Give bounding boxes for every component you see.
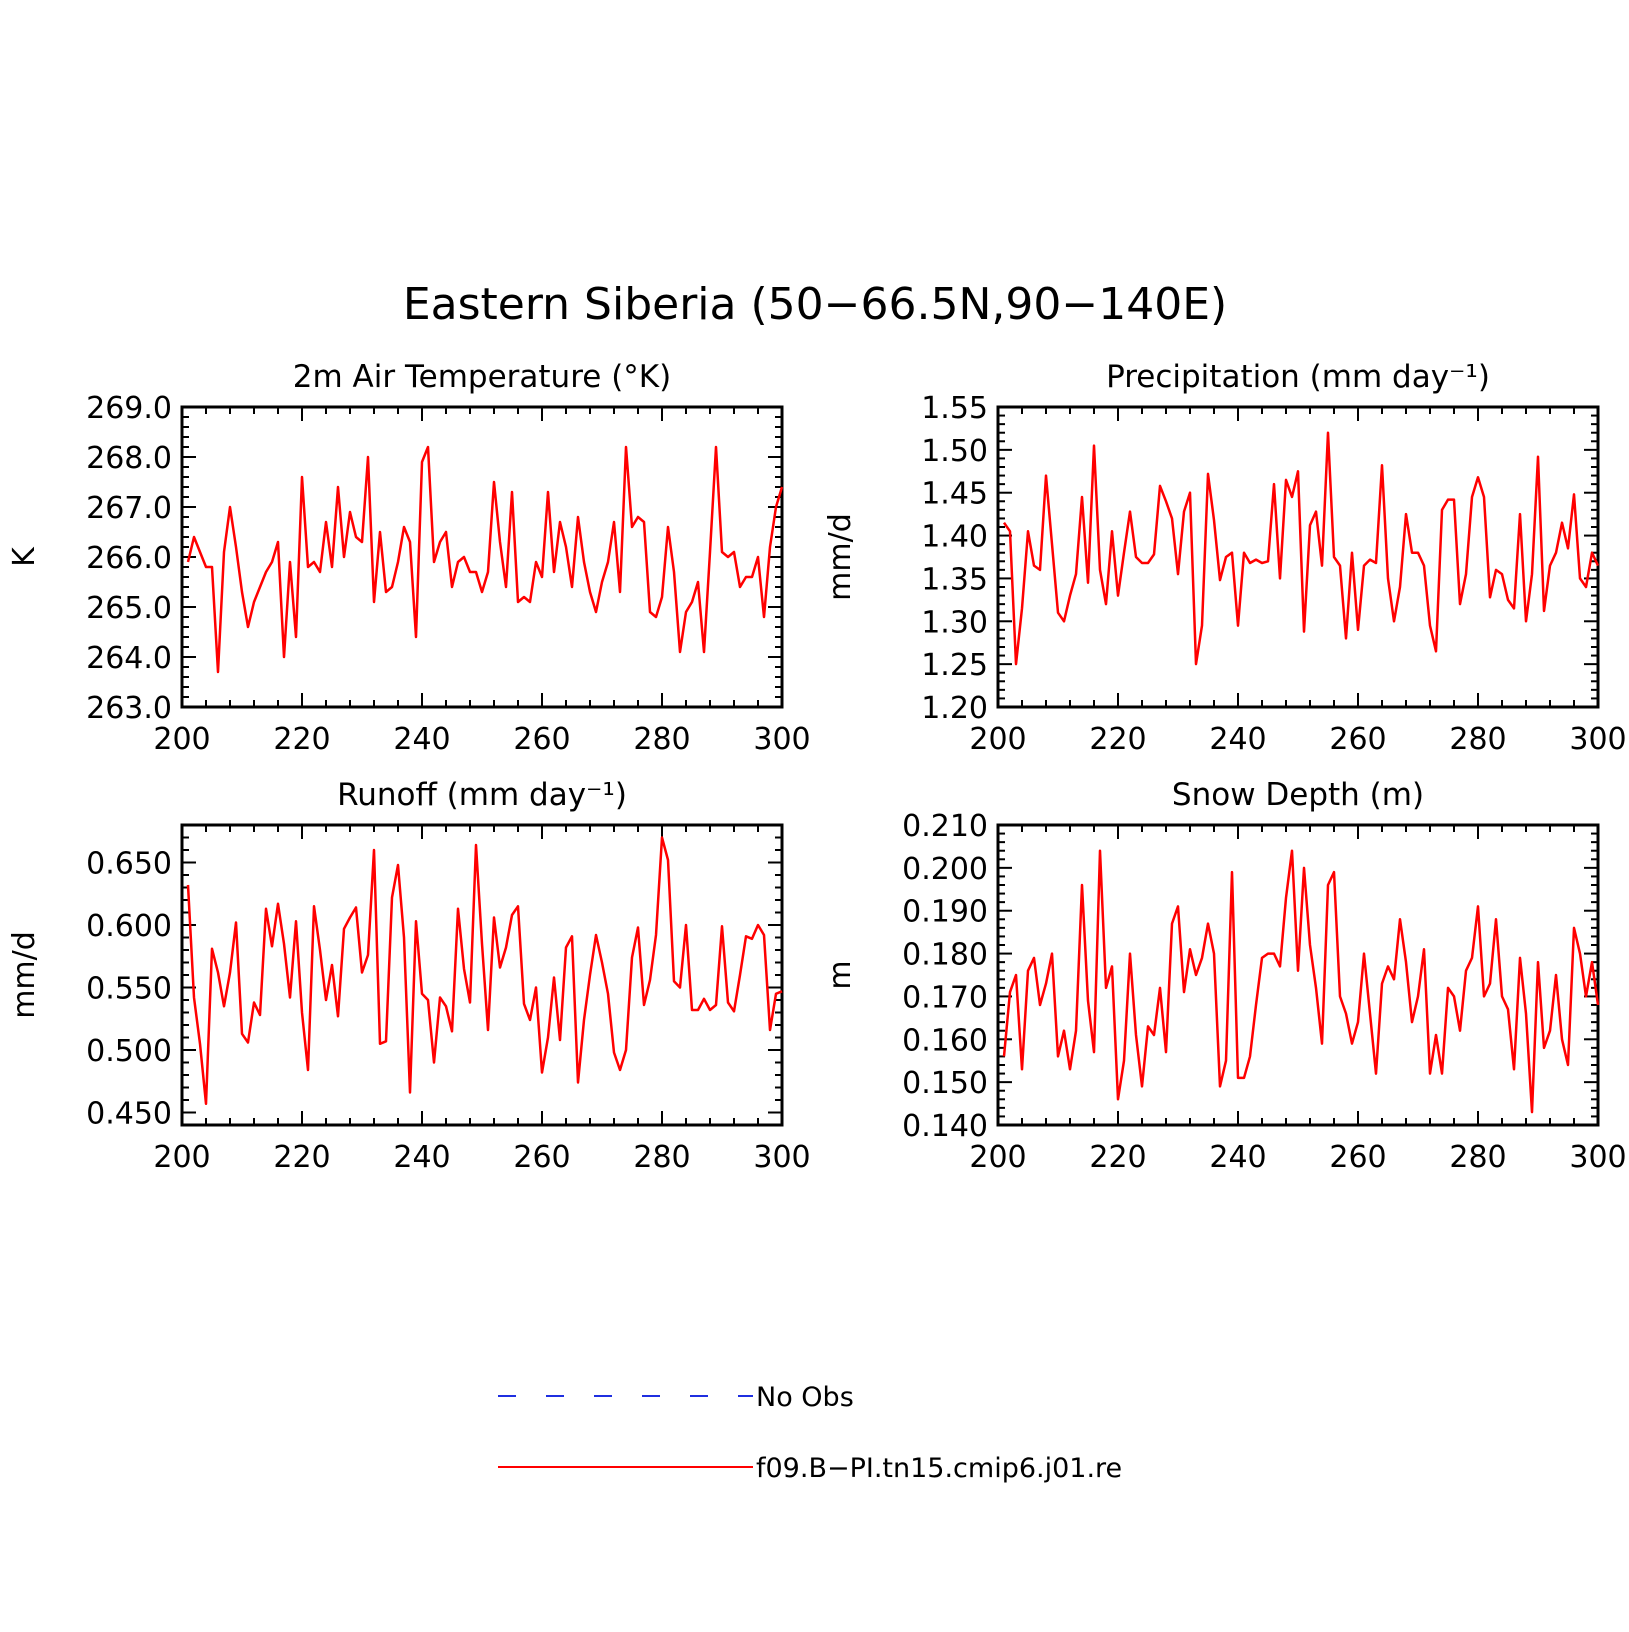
panel-4-ylabel: m — [823, 960, 858, 989]
panel-4-ytick-label: 0.190 — [902, 895, 988, 930]
panel-4-ytick-label: 0.160 — [902, 1023, 988, 1058]
panel-2-ytick-label: 1.50 — [921, 434, 988, 469]
panel-2-xtick-label: 300 — [1569, 722, 1626, 757]
panel-2-ytick-label: 1.30 — [921, 605, 988, 640]
panel-2-frame — [996, 405, 1600, 709]
panel-3-ytick-label: 0.650 — [86, 847, 172, 882]
panel-2-xtick-label: 260 — [1329, 722, 1386, 757]
panel-3-ytick-label: 0.450 — [86, 1097, 172, 1132]
panel-1-xtick-label: 280 — [633, 722, 690, 757]
panel-3-ytick-label: 0.550 — [86, 972, 172, 1007]
panel-4-xtick-label: 280 — [1449, 1140, 1506, 1175]
panel-3-ylabel: mm/d — [7, 931, 42, 1019]
panel-1-ytick-label: 264.0 — [86, 641, 172, 676]
panel-2-title: Precipitation (mm day⁻¹) — [1106, 359, 1490, 395]
panel-4-ytick-label: 0.140 — [902, 1109, 988, 1144]
panel-2-ytick-label: 1.40 — [921, 520, 988, 555]
panel-2-series-f09-b-pi-tn15-cmip6-j01-re — [1002, 431, 1600, 666]
panel-1-xtick-label: 200 — [153, 722, 210, 757]
panel-1-xtick-label: 240 — [393, 722, 450, 757]
panel-3-xtick-label: 220 — [273, 1140, 330, 1175]
panel-4-ytick-label: 0.210 — [902, 809, 988, 844]
panel-4-xtick-label: 260 — [1329, 1140, 1386, 1175]
panel-2-ytick-label: 1.20 — [921, 691, 988, 726]
panel-3-xtick-label: 260 — [513, 1140, 570, 1175]
panel-1-ytick-label: 265.0 — [86, 591, 172, 626]
panel-4-xtick-label: 220 — [1089, 1140, 1146, 1175]
panel-2-xtick-label: 280 — [1449, 722, 1506, 757]
legend-label-no-obs: No Obs — [756, 1382, 854, 1413]
panel-2-ytick-label: 1.55 — [921, 391, 988, 426]
panels-group: 2m Air Temperature (°K) 200 220 240 260 280 30… — [7, 359, 1627, 1175]
legend: No Obs f09.B−PI.tn15.cmip6.j01.re — [498, 1382, 1122, 1484]
panel-1-series-f09-b-pi-tn15-cmip6-j01-re — [186, 445, 784, 674]
panel-3-ytick-label: 0.500 — [86, 1034, 172, 1069]
panel-4-xtick-label: 240 — [1209, 1140, 1266, 1175]
panel-4-ytick-label: 0.180 — [902, 938, 988, 973]
panel-1-ytick-label: 263.0 — [86, 691, 172, 726]
panel-4-ytick-label: 0.170 — [902, 980, 988, 1015]
legend-label-model: f09.B−PI.tn15.cmip6.j01.re — [756, 1453, 1122, 1484]
panel-4-ytick-label: 0.150 — [902, 1066, 988, 1101]
panel-3-ytick-label: 0.600 — [86, 909, 172, 944]
panel-1-xtick-label: 220 — [273, 722, 330, 757]
panel-3: Runoff (mm day⁻¹) 200 220 240 260 280 300 0.450… — [7, 777, 811, 1175]
panel-3-xtick-label: 200 — [153, 1140, 210, 1175]
panel-2-xtick-label: 200 — [969, 722, 1026, 757]
panel-4: Snow Depth (m) 200 220 240 260 280 300 0.140 0.1… — [823, 777, 1627, 1175]
panel-1-ytick-label: 269.0 — [86, 391, 172, 426]
panel-1-ytick-label: 267.0 — [86, 491, 172, 526]
panel-4-title: Snow Depth (m) — [1172, 777, 1424, 813]
panel-3-title: Runoff (mm day⁻¹) — [337, 777, 627, 813]
panel-1-xtick-label: 300 — [753, 722, 810, 757]
panel-1-xtick-label: 260 — [513, 722, 570, 757]
panel-2-ylabel: mm/d — [823, 513, 858, 601]
panel-2-ytick-label: 1.35 — [921, 562, 988, 597]
panel-3-series-f09-b-pi-tn15-cmip6-j01-re — [186, 836, 783, 1106]
panel-3-xtick-label: 300 — [753, 1140, 810, 1175]
panel-2-ytick-label: 1.45 — [921, 477, 988, 512]
panel-2: Precipitation (mm day⁻¹) 200 220 240 260 280 3… — [823, 359, 1627, 757]
panel-2-ytick-label: 1.25 — [921, 648, 988, 683]
panel-2-xtick-label: 240 — [1209, 722, 1266, 757]
panel-1-ytick-label: 268.0 — [86, 441, 172, 476]
panel-1-title: 2m Air Temperature (°K) — [293, 359, 671, 395]
panel-4-xtick-label: 300 — [1569, 1140, 1626, 1175]
panel-4-ytick-label: 0.200 — [902, 852, 988, 887]
panel-1-ytick-label: 266.0 — [86, 541, 172, 576]
panel-3-xtick-label: 240 — [393, 1140, 450, 1175]
panel-2-xtick-label: 220 — [1089, 722, 1146, 757]
panel-3-xtick-label: 280 — [633, 1140, 690, 1175]
panel-4-xtick-label: 200 — [969, 1140, 1026, 1175]
panel-4-frame — [996, 823, 1600, 1127]
panel-1: 2m Air Temperature (°K) 200 220 240 260 280 30… — [7, 359, 811, 757]
figure-title: Eastern Siberia (50−66.5N,90−140E) — [403, 279, 1227, 330]
panel-1-ylabel: K — [7, 546, 42, 567]
panel-4-series-f09-b-pi-tn15-cmip6-j01-re — [1002, 849, 1600, 1114]
